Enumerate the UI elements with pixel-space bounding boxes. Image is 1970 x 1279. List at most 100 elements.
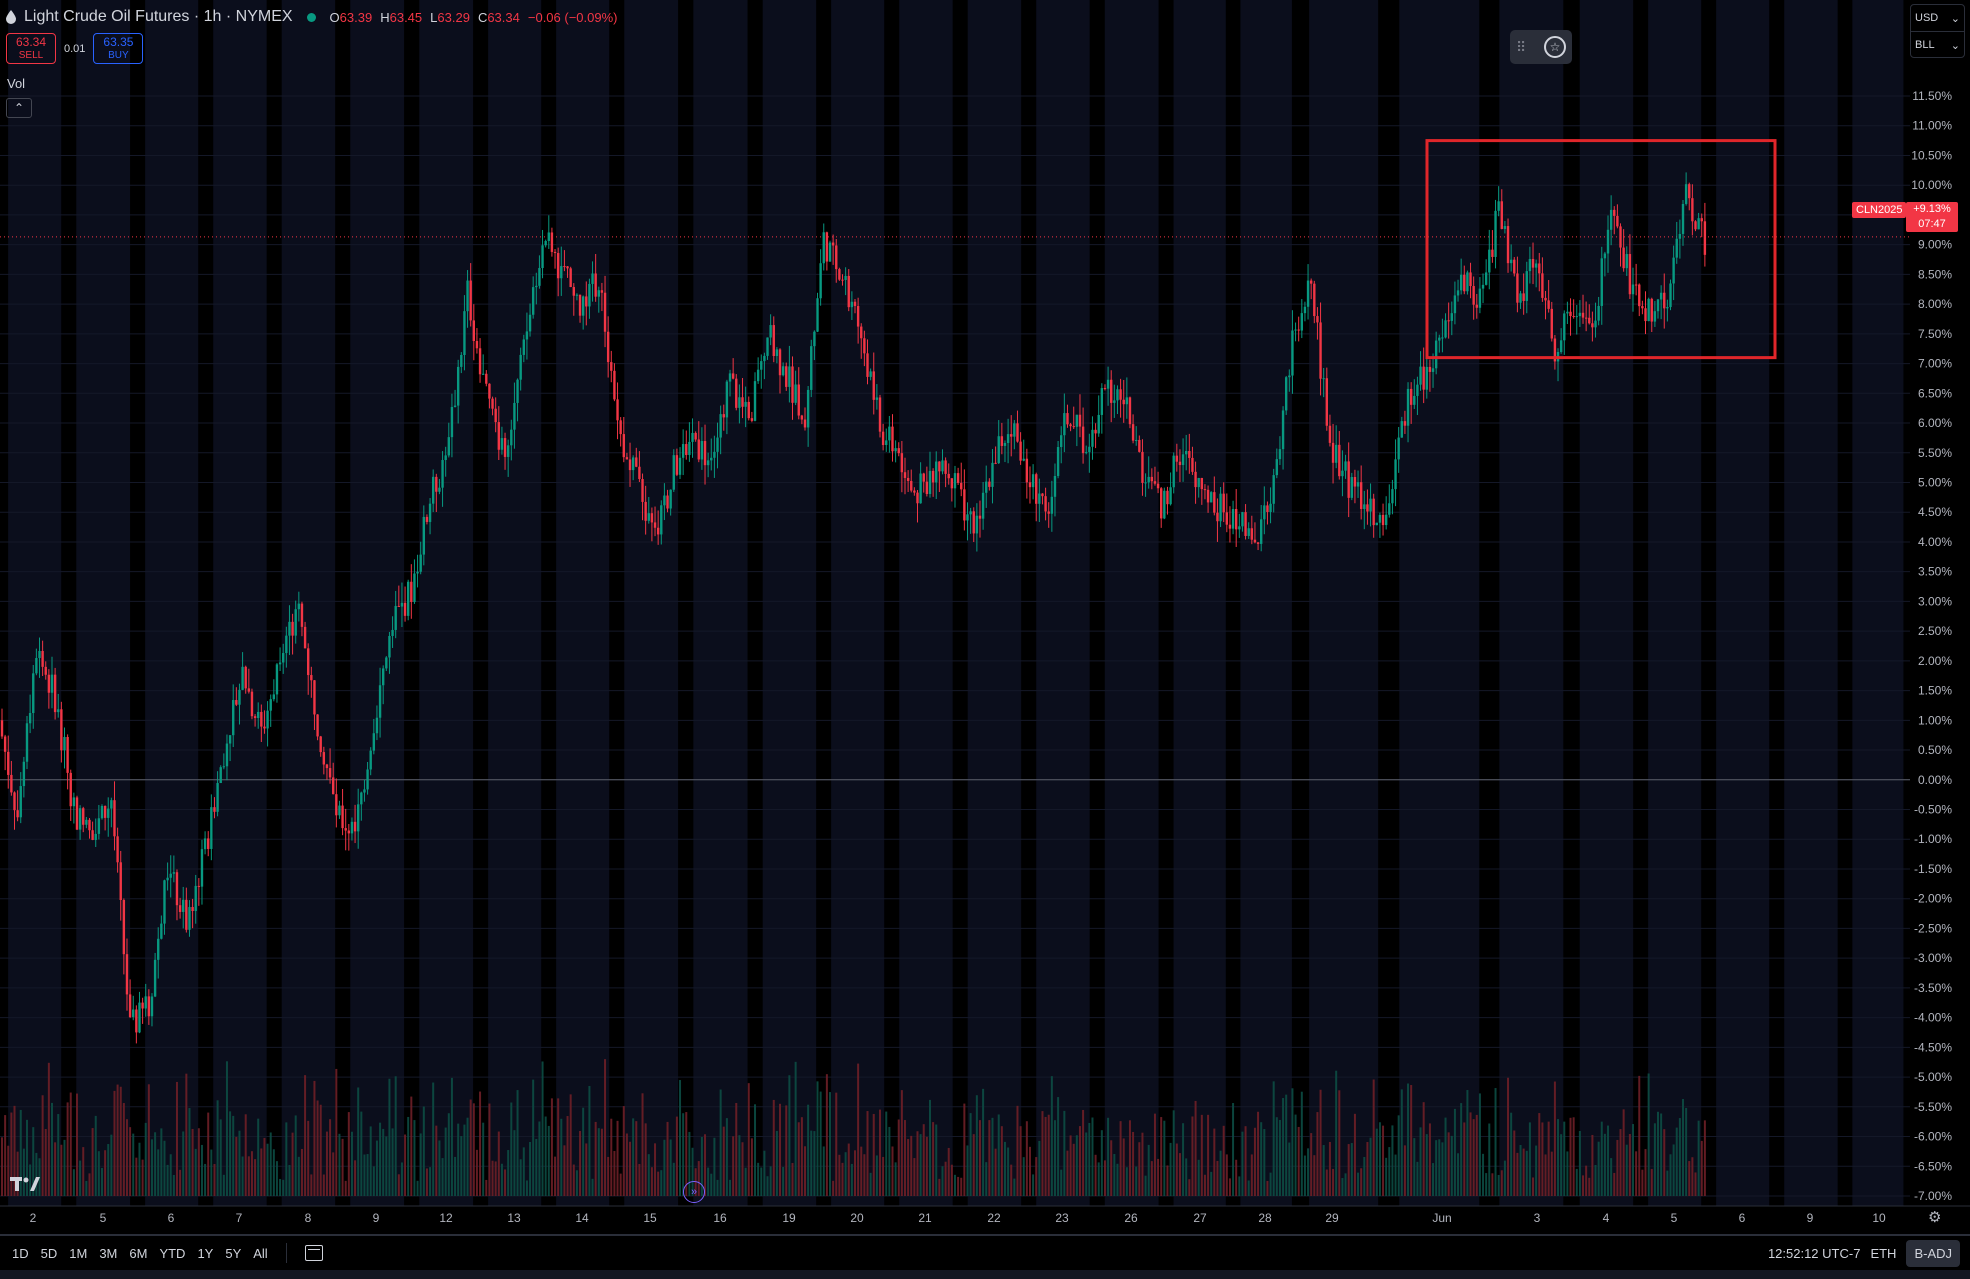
chart-canvas[interactable]: 11.50%11.00%10.50%10.00%9.50%9.00%8.50%8…: [0, 0, 1970, 1234]
star-icon[interactable]: ☆: [1544, 36, 1566, 58]
volume-bar: [1416, 1161, 1419, 1196]
floating-toolbar[interactable]: ⠿ ☆: [1510, 30, 1572, 64]
x-tick-label: 16: [713, 1211, 727, 1225]
candle-body: [316, 714, 319, 737]
volume-bar: [1288, 1142, 1291, 1196]
candle-body: [1272, 475, 1275, 504]
candle-body: [91, 830, 94, 840]
candle-body: [1178, 461, 1182, 466]
candle-body: [1025, 458, 1029, 483]
volume-bar: [1369, 1137, 1372, 1196]
y-tick-label: -1.00%: [1914, 832, 1952, 846]
candle-body: [503, 438, 507, 457]
adjustment-toggle[interactable]: B-ADJ: [1906, 1239, 1960, 1267]
candle-body: [1041, 493, 1044, 497]
range-ytd[interactable]: YTD: [159, 1245, 186, 1261]
volume-bar: [1460, 1103, 1463, 1196]
candle-body: [1672, 257, 1675, 284]
candle-body: [450, 406, 454, 438]
volume-bar: [341, 1138, 344, 1196]
candle-body: [691, 432, 694, 442]
volume-bar: [950, 1164, 953, 1196]
candle-body: [175, 872, 179, 906]
volume-bar: [429, 1167, 432, 1196]
volume-bar: [235, 1136, 238, 1196]
candle-body: [910, 480, 913, 491]
volume-bar: [738, 1135, 741, 1196]
candle-body: [472, 320, 476, 342]
settings-gear-icon[interactable]: ⚙: [1928, 1209, 1942, 1226]
session-band: [899, 0, 953, 1206]
candle-body: [438, 487, 441, 492]
volume-indicator-label[interactable]: Vol: [7, 76, 26, 91]
sell-button[interactable]: 63.34 SELL: [6, 33, 56, 64]
unit-select[interactable]: BLL ⌄: [1911, 31, 1964, 58]
volume-bar: [760, 1167, 763, 1196]
volume-bar: [291, 1132, 294, 1196]
candle-body: [300, 603, 304, 627]
candle-body: [947, 473, 950, 479]
range-3m[interactable]: 3M: [99, 1245, 118, 1261]
drag-grip-icon[interactable]: ⠿: [1516, 38, 1527, 55]
clock-time[interactable]: 12:52:12 UTC-7: [1767, 1245, 1861, 1261]
volume-bar: [32, 1127, 35, 1196]
range-all[interactable]: All: [253, 1245, 268, 1261]
volume-bar: [413, 1120, 416, 1196]
session-band: [1648, 0, 1702, 1206]
volume-bar: [847, 1143, 850, 1196]
volume-bar: [354, 1160, 357, 1196]
high-label: H: [380, 9, 390, 25]
volume-bar: [916, 1131, 919, 1196]
range-5y[interactable]: 5Y: [225, 1245, 242, 1261]
volume-bar: [766, 1176, 769, 1196]
volume-bar: [1641, 1169, 1644, 1196]
range-1m[interactable]: 1M: [69, 1245, 88, 1261]
candle-body: [32, 673, 35, 714]
calendar-icon[interactable]: [304, 1245, 323, 1261]
volume-bar: [466, 1117, 469, 1196]
range-5d[interactable]: 5D: [40, 1245, 58, 1261]
volume-bar: [875, 1155, 878, 1196]
volume-bar: [1119, 1121, 1122, 1196]
symbol-title[interactable]: Light Crude Oil Futures · 1h · NYMEX: [24, 8, 293, 25]
candle-body: [375, 717, 379, 734]
volume-bar: [1372, 1079, 1375, 1196]
candle-body: [1697, 218, 1700, 230]
range-1y[interactable]: 1Y: [197, 1245, 214, 1261]
currency-unit-selector[interactable]: USD ⌄ BLL ⌄: [1910, 4, 1965, 58]
high-value: 63.45: [389, 9, 423, 25]
tradingview-logo[interactable]: [10, 1175, 40, 1193]
volume-bar: [1250, 1154, 1253, 1196]
volume-bar: [160, 1128, 163, 1196]
range-6m[interactable]: 6M: [129, 1245, 148, 1261]
change-value: −0.06 (−0.09%): [527, 9, 618, 25]
currency-select[interactable]: USD ⌄: [1911, 5, 1964, 31]
volume-bar: [1482, 1153, 1485, 1196]
volume-bar: [1600, 1121, 1603, 1196]
volume-bar: [978, 1120, 981, 1196]
buy-button[interactable]: 63.35 BUY: [93, 33, 144, 64]
volume-bar: [741, 1142, 744, 1196]
candle-body: [1228, 524, 1232, 529]
volume-bar: [335, 1068, 338, 1196]
volume-bar: [1553, 1081, 1556, 1196]
volume-bar: [610, 1118, 613, 1196]
volume-bar: [1025, 1121, 1028, 1196]
volume-bar: [1178, 1153, 1181, 1196]
candle-body: [1185, 451, 1188, 455]
volume-bar: [163, 1140, 166, 1196]
session-toggle[interactable]: ETH: [1870, 1245, 1897, 1261]
volume-bar: [1382, 1125, 1385, 1196]
jump-to-realtime-icon[interactable]: »: [683, 1181, 705, 1203]
candle-body: [444, 455, 447, 461]
candle-body: [210, 807, 213, 849]
candle-body: [247, 688, 251, 692]
range-1d[interactable]: 1D: [12, 1245, 29, 1261]
collapse-indicators-button[interactable]: ⌃: [6, 98, 32, 118]
volume-bar: [54, 1142, 57, 1196]
volume-bar: [1069, 1135, 1072, 1196]
volume-bar: [1394, 1154, 1397, 1196]
chevron-up-icon: ⌃: [13, 101, 25, 115]
volume-bar: [232, 1115, 235, 1196]
volume-bar: [1010, 1164, 1013, 1196]
